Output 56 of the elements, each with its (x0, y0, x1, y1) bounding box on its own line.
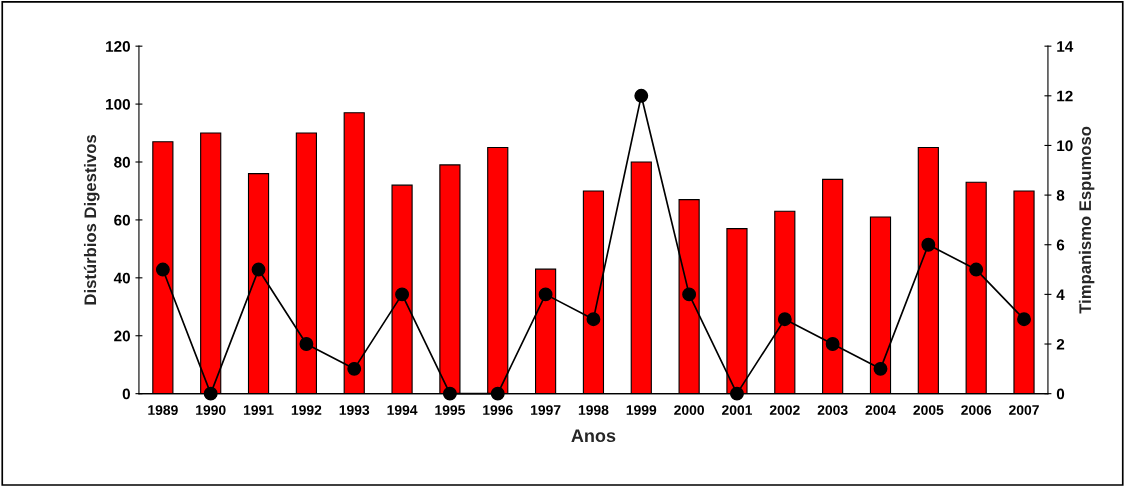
point (777, 312, 792, 327)
x-tick-label: 1998 (578, 405, 609, 415)
x-tick-label: 1999 (626, 405, 657, 415)
y-tick-label: 80 (114, 156, 130, 168)
point (873, 361, 888, 376)
x-tick-label: 2003 (817, 405, 848, 415)
x-tick-label: 1994 (387, 405, 418, 415)
x-tick-label: 1989 (148, 405, 178, 415)
point (155, 262, 170, 277)
y2-tick-label: 10 (1057, 140, 1073, 152)
x-tick-label: 1990 (196, 405, 226, 415)
y2-tick-label: 0 (1056, 388, 1065, 400)
y2-tick-label: 2 (1056, 338, 1065, 350)
point (347, 361, 362, 376)
point (730, 386, 744, 401)
x-tick-label: 1992 (291, 405, 322, 415)
x-tick-label: 2005 (913, 405, 944, 415)
y-tick-label: 0 (122, 388, 130, 400)
point (969, 262, 984, 277)
y-tick-label: 60 (114, 214, 130, 226)
point (825, 337, 840, 351)
x-tick-label: 2001 (722, 405, 753, 415)
x-tick-label: 2000 (674, 405, 704, 415)
x-tick-label: 1996 (483, 405, 513, 415)
point (586, 312, 601, 327)
x-tick-label: 2004 (865, 405, 896, 415)
point (395, 287, 410, 302)
x-tick-label: 1993 (339, 405, 370, 415)
point (634, 88, 649, 103)
point (921, 237, 936, 252)
y-tick-label: 40 (113, 272, 130, 284)
point (538, 287, 553, 302)
point (299, 337, 314, 351)
x-axis-title: Anos (571, 429, 616, 443)
y-tick-label: 120 (106, 41, 130, 52)
x-tick-label: 1995 (435, 405, 465, 415)
y-tick-label: 20 (114, 330, 130, 342)
y2-tick-label: 8 (1056, 189, 1065, 201)
point (490, 386, 505, 401)
x-tick-label: 1997 (531, 405, 561, 415)
x-tick-label: 2002 (769, 405, 800, 415)
point (203, 386, 218, 401)
y2-axis-title: Timpanismo Espumoso (1078, 126, 1095, 314)
y2-tick-label: 12 (1057, 90, 1073, 102)
point (251, 262, 266, 277)
y2-tick-label: 14 (1057, 41, 1074, 52)
point (682, 287, 697, 302)
y2-tick-label: 4 (1056, 289, 1065, 300)
x-tick-label: 1991 (243, 405, 274, 415)
x-tick-label: 2006 (961, 405, 992, 415)
point (1017, 312, 1031, 327)
y-axis-title: Distúrbios Digestivos (83, 134, 100, 305)
y-tick-label: 100 (106, 98, 130, 110)
y2-tick-label: 6 (1056, 239, 1065, 251)
x-tick-label: 2007 (1009, 405, 1039, 415)
point (442, 386, 457, 401)
